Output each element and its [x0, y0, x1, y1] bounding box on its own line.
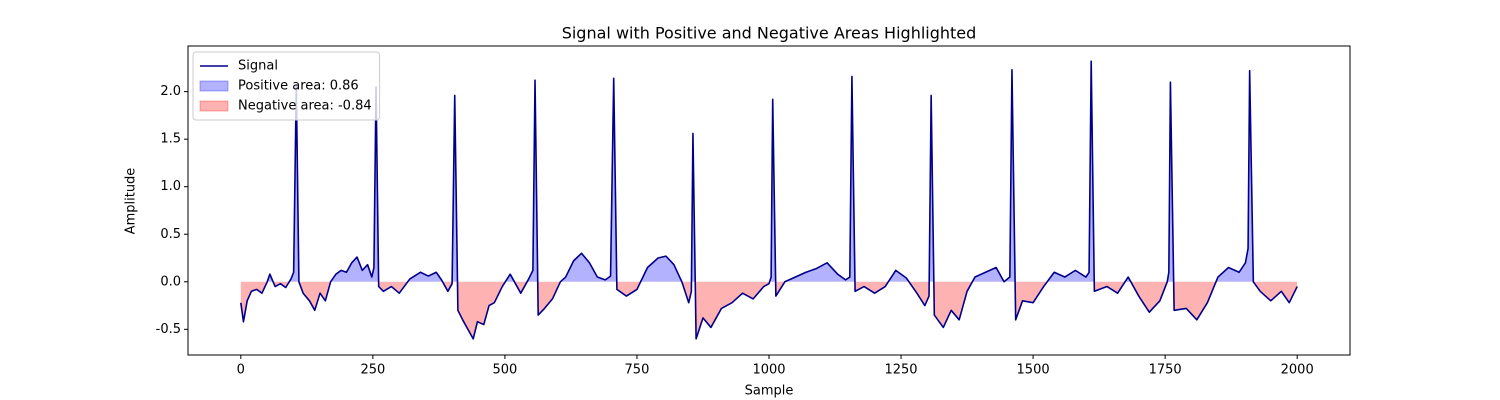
- plot-frame: [187, 45, 1351, 356]
- y-tick-label: -0.5: [156, 322, 181, 337]
- x-tick-label: 1750: [1149, 363, 1182, 378]
- x-tick-label: 500: [492, 363, 517, 378]
- legend-label: Positive area: 0.86: [238, 79, 359, 94]
- x-tick-label: 750: [625, 363, 650, 378]
- legend-label: Signal: [238, 59, 278, 74]
- x-tick-label: 1250: [884, 363, 917, 378]
- y-tick-label: 0.0: [160, 274, 181, 289]
- signal-line: [240, 60, 1298, 340]
- y-tick-label: 0.5: [160, 227, 181, 242]
- x-tick-label: 0: [237, 363, 245, 378]
- legend-patch: [199, 80, 229, 92]
- x-tick-label: 250: [360, 363, 385, 378]
- area-fill: [240, 281, 1298, 339]
- y-axis-label: Amplitude: [124, 168, 139, 235]
- legend-box: [192, 51, 381, 121]
- y-tick-label: 1.5: [160, 132, 181, 147]
- legend-label: Negative area: -0.84: [238, 99, 372, 114]
- x-tick-label: 1500: [1017, 363, 1050, 378]
- x-tick-label: 1000: [752, 363, 785, 378]
- y-tick-label: 1.0: [160, 179, 181, 194]
- chart-title: Signal with Positive and Negative Areas …: [562, 24, 977, 43]
- x-tick-label: 2000: [1281, 363, 1314, 378]
- legend-patch: [199, 100, 229, 112]
- y-tick-label: 2.0: [160, 84, 181, 99]
- x-axis-label: Sample: [745, 384, 794, 399]
